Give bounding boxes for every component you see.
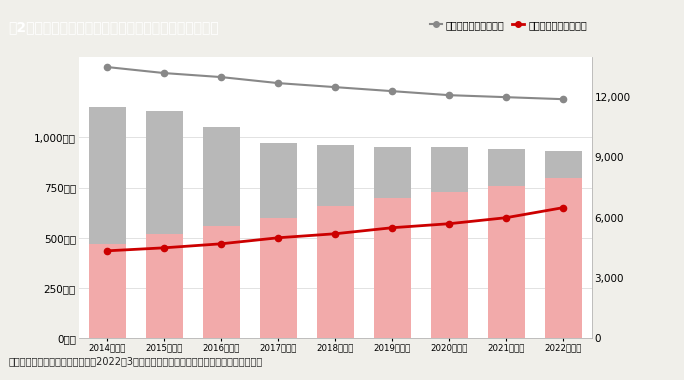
Bar xyxy=(431,192,468,338)
Bar xyxy=(202,226,239,338)
Bar xyxy=(317,206,354,338)
Bar xyxy=(373,198,410,338)
Bar xyxy=(488,185,525,338)
Bar xyxy=(488,149,525,338)
Bar xyxy=(373,147,410,338)
Text: 図2：確定給付企業年金から確定拠出企業年金への移行: 図2：確定給付企業年金から確定拠出企業年金への移行 xyxy=(8,20,219,34)
Bar xyxy=(146,234,183,338)
Text: （資料）確定拠出年金統計資料（2022年3月末）及び、企業年金（確定給付型）の受託概況: （資料）確定拠出年金統計資料（2022年3月末）及び、企業年金（確定給付型）の受… xyxy=(8,356,263,366)
Bar xyxy=(317,146,354,338)
Bar xyxy=(146,111,183,338)
Bar xyxy=(431,147,468,338)
Bar xyxy=(89,107,126,338)
Legend: 確定給付方式　制度数, 確定拠出方式　制度数: 確定給付方式 制度数, 確定拠出方式 制度数 xyxy=(430,20,587,30)
Bar xyxy=(260,143,297,338)
Bar xyxy=(544,177,581,338)
Bar xyxy=(202,127,239,338)
Bar xyxy=(544,151,581,338)
Bar xyxy=(89,244,126,338)
Bar xyxy=(260,218,297,338)
